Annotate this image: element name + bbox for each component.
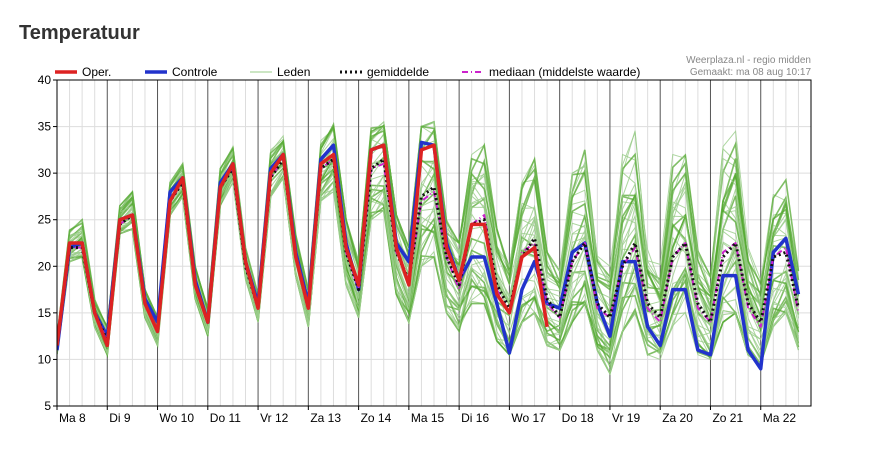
y-tick-label: 35 [38,120,52,134]
ensemble-member-line [57,168,799,351]
y-tick-label: 25 [38,213,52,227]
ensemble-members [57,120,800,376]
x-tick-label: Vr 12 [260,411,289,425]
x-tick-label: Wo 17 [511,411,546,425]
x-tick-label: Za 13 [310,411,341,425]
x-tick-label: Ma 22 [763,411,797,425]
ensemble-member-line [57,159,800,352]
ensemble-member-line [57,166,800,376]
ensemble-member-line [57,173,799,367]
source-label: Weerplaza.nl - regio midden [686,55,811,66]
y-tick-label: 40 [38,73,52,87]
x-tick-label: Vr 19 [612,411,641,425]
x-tick-label: Di 9 [109,411,131,425]
y-tick-label: 10 [38,352,52,366]
legend-label: Leden [277,65,310,79]
x-tick-label: Do 18 [562,411,594,425]
x-tick-label: Do 11 [210,411,241,425]
x-tick-label: Ma 15 [411,411,445,425]
x-tick-label: Wo 10 [160,411,195,425]
ensemble-member-line [57,125,800,339]
page-title: Temperatuur [19,22,140,44]
y-axis: 5 10 15 20 25 30 35 40 [38,73,57,413]
legend: Oper. Controle Leden gemiddelde mediaan (mid… [55,65,640,79]
ensemble-member-line [57,155,799,375]
legend-label: gemiddelde [367,65,429,79]
series-line-mediaan [57,158,800,346]
plot-border [56,79,812,407]
x-tick-label: Di 16 [461,411,489,425]
created-label: Gemaakt: ma 08 aug 10:17 [690,67,812,78]
x-tick-label: Zo 21 [712,411,743,425]
ensemble-member-line [57,132,799,340]
legend-label: Controle [172,65,218,79]
ensemble-member-line [57,174,799,353]
ensemble-member-line [57,152,800,359]
series-lines [57,140,801,371]
x-tick-label: Ma 8 [59,411,86,425]
x-axis: Ma 8 Di 9 Wo 10 Do 11 Vr 12 Za 13 Zo 14 Ma 15 Di… [56,406,797,425]
series-line-oper [57,143,549,348]
y-tick-label: 30 [38,166,52,180]
y-tick-label: 15 [38,306,52,320]
y-tick-label: 20 [38,259,52,273]
x-tick-label: Zo 14 [361,411,392,425]
legend-label: Oper. [82,65,111,79]
series-line-gemiddelde [57,157,800,346]
x-tick-label: Za 20 [662,411,693,425]
legend-label: mediaan (middelste waarde) [489,65,640,79]
y-tick-label: 5 [44,399,51,413]
